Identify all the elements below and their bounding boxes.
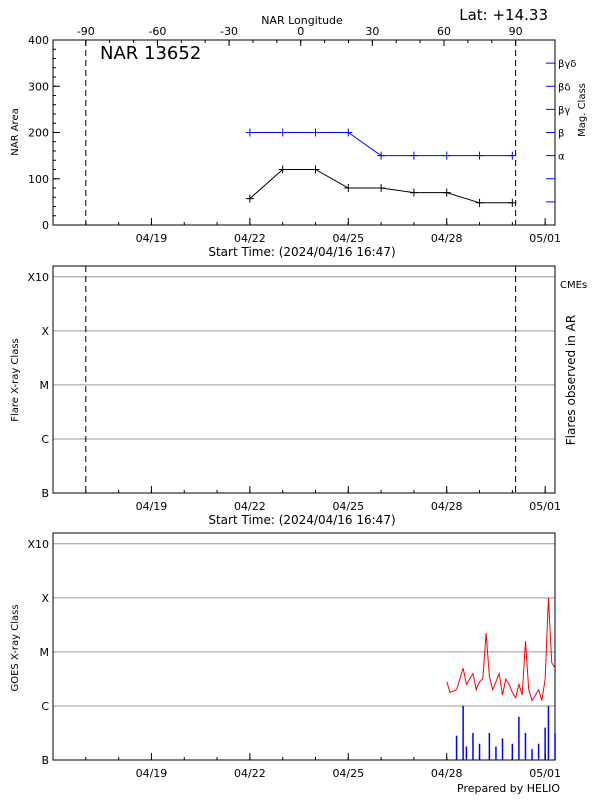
y-tick-label: 400 xyxy=(28,34,49,47)
x-axis-label: Start Time: (2024/04/16 16:47) xyxy=(208,245,395,259)
ar-title: NAR 13652 xyxy=(100,43,201,64)
right-tick-label: α xyxy=(558,152,565,163)
y-tick-label: C xyxy=(41,700,49,713)
top-axis-label: NAR Longitude xyxy=(261,14,343,27)
x-tick-label: 05/01 xyxy=(529,500,561,513)
cme-label: CMEs xyxy=(560,280,587,291)
y-tick-label: 0 xyxy=(42,219,49,232)
credit-label: Prepared by HELIO xyxy=(457,782,560,795)
y-tick-label: M xyxy=(40,379,50,392)
y-tick-label: 300 xyxy=(28,80,49,93)
y-tick-label: C xyxy=(41,433,49,446)
x-tick-label: 05/01 xyxy=(529,232,561,245)
x-tick-label: 04/28 xyxy=(431,232,463,245)
x-tick-label: 04/22 xyxy=(234,767,266,780)
panel-frame xyxy=(52,532,556,761)
right-tick-label: βγ xyxy=(558,105,570,116)
top-tick-label: -90 xyxy=(77,25,95,38)
right-axis-label: Flares observed in AR xyxy=(564,315,578,445)
x-tick-label: 04/25 xyxy=(332,500,364,513)
right-axis-label: Mag. Class xyxy=(577,83,588,137)
y-tick-label: 200 xyxy=(28,127,49,140)
y-axis-label: NAR Area xyxy=(10,108,21,155)
top-tick-label: 90 xyxy=(509,25,523,38)
x-tick-label: 04/28 xyxy=(431,500,463,513)
x-tick-label: 04/25 xyxy=(332,232,364,245)
x-tick-label: 04/19 xyxy=(136,232,168,245)
y-axis-label: Flare X-ray Class xyxy=(10,338,21,422)
y-tick-label: 100 xyxy=(28,173,49,186)
right-tick-label: βδ xyxy=(558,82,571,93)
y-tick-label: X10 xyxy=(27,538,49,551)
top-tick-label: 60 xyxy=(437,25,451,38)
x-tick-label: 05/01 xyxy=(529,767,561,780)
x-tick-label: 04/19 xyxy=(136,500,168,513)
x-axis-label: Start Time: (2024/04/16 16:47) xyxy=(208,513,395,527)
y-tick-label: X xyxy=(41,325,49,338)
top-tick-label: 0 xyxy=(297,25,304,38)
y-tick-label: X10 xyxy=(27,271,49,284)
series-long-channel-line xyxy=(446,597,556,702)
x-tick-label: 04/22 xyxy=(234,232,266,245)
right-tick-label: β xyxy=(558,129,564,140)
y-tick-label: B xyxy=(41,487,49,500)
top-tick-label: -30 xyxy=(220,25,238,38)
y-axis-label: GOES X-ray Class xyxy=(10,604,21,691)
y-tick-label: M xyxy=(40,646,50,659)
x-tick-label: 04/22 xyxy=(234,500,266,513)
x-tick-label: 04/19 xyxy=(136,767,168,780)
y-tick-label: X xyxy=(41,592,49,605)
right-tick-label: βγδ xyxy=(558,59,576,70)
y-tick-label: B xyxy=(41,754,49,767)
x-tick-label: 04/28 xyxy=(431,767,463,780)
x-tick-label: 04/25 xyxy=(332,767,364,780)
top-tick-label: 30 xyxy=(365,25,379,38)
panel-frame xyxy=(52,265,556,494)
top-tick-label: -60 xyxy=(148,25,166,38)
latitude-label: Lat: +14.33 xyxy=(459,6,548,24)
